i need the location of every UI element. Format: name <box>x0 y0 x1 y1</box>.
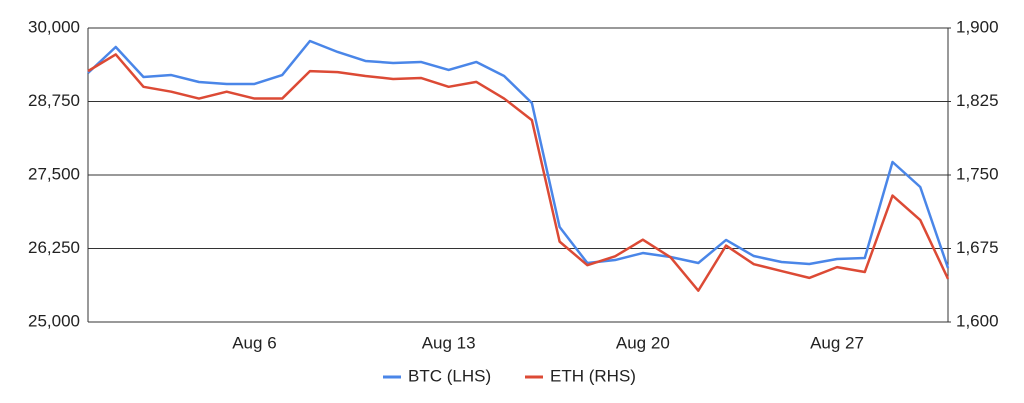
y-tick-label: 27,500 <box>28 164 80 183</box>
legend-label: BTC (LHS) <box>408 366 491 385</box>
y-tick-label: 30,000 <box>28 17 80 36</box>
x-tick-label: Aug 6 <box>232 333 276 352</box>
y-tick-label: 26,250 <box>28 238 80 257</box>
x-tick-label: Aug 13 <box>422 333 476 352</box>
y2-tick-label: 1,675 <box>956 238 999 257</box>
series-line <box>87 53 950 292</box>
legend-label: ETH (RHS) <box>550 366 636 385</box>
y2-tick-label: 1,825 <box>956 91 999 110</box>
y2-tick-label: 1,900 <box>956 17 999 36</box>
x-tick-label: Aug 20 <box>616 333 670 352</box>
y-tick-label: 25,000 <box>28 311 80 330</box>
series-line <box>87 39 950 269</box>
y-tick-label: 28,750 <box>28 91 80 110</box>
y2-tick-label: 1,600 <box>956 311 999 330</box>
y2-tick-label: 1,750 <box>956 164 999 183</box>
x-tick-label: Aug 27 <box>810 333 864 352</box>
